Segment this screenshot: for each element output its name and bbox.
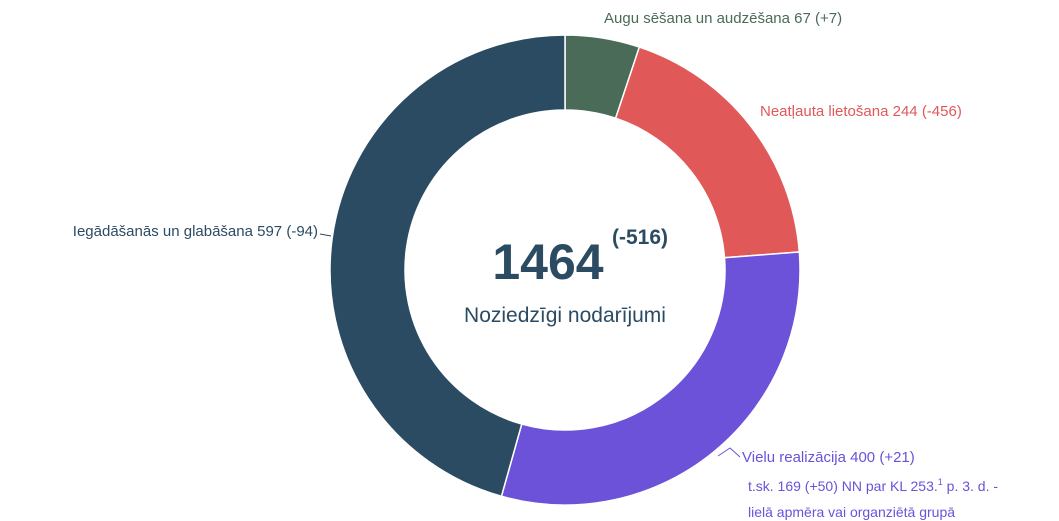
slice-category: Augu sēšana un audzēšana: [604, 10, 791, 27]
donut-slice: [329, 34, 566, 498]
annotation: t.sk. 169 (+50) NN par KL 253.1 p. 3. d.…: [748, 477, 998, 494]
slice-category: Vielu realizācija: [742, 449, 847, 466]
slice-change: (-94): [286, 223, 318, 240]
slice-value: 400: [850, 449, 875, 466]
annotation-sup: 1: [938, 477, 943, 487]
donut-slice: [500, 251, 801, 506]
leader-line: [717, 447, 741, 458]
slice-label: Augu sēšana un audzēšana 67 (+7): [604, 10, 842, 27]
annotation-text: p. 3. d. -: [943, 478, 999, 494]
slice-label: Vielu realizācija 400 (+21): [742, 449, 915, 466]
center-label: Noziedzīgi nodarījumi: [464, 304, 666, 327]
slice-value: 244: [893, 103, 918, 120]
slice-value: 597: [257, 223, 282, 240]
annotation-text: t.sk. 169 (+50) NN par KL 253.: [748, 478, 938, 494]
leader-line: [319, 233, 332, 237]
annotation: lielā apmēra vai organziētā grupā: [748, 504, 955, 520]
slice-value: 67: [794, 10, 811, 27]
slice-change: (+21): [879, 449, 914, 466]
total-value: 1464: [492, 234, 603, 290]
slice-change: (-456): [922, 103, 962, 120]
total-change: (-516): [612, 226, 668, 249]
slice-label: Iegādāšanās un glabāšana 597 (-94): [73, 223, 318, 240]
slice-label: Neatļauta lietošana 244 (-456): [760, 103, 962, 120]
slice-category: Iegādāšanās un glabāšana: [73, 223, 254, 240]
slice-change: (+7): [815, 10, 842, 27]
slice-category: Neatļauta lietošana: [760, 103, 889, 120]
